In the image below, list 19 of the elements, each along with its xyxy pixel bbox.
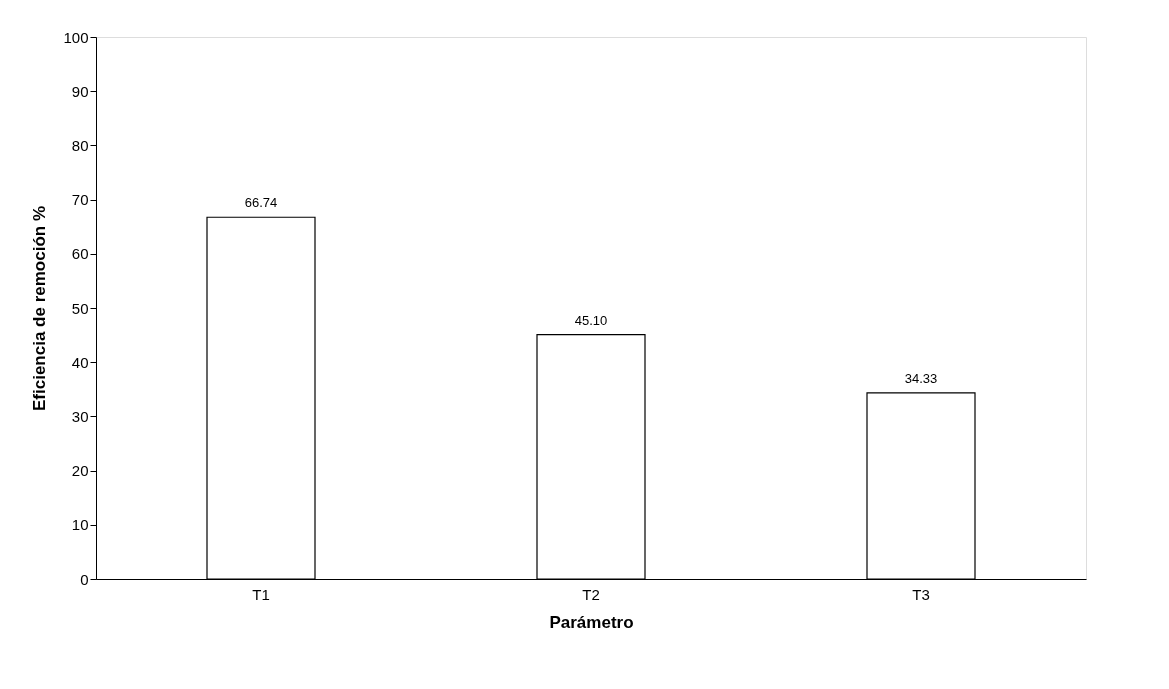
y-tick-label: 60 <box>71 245 89 263</box>
y-tick-label: 10 <box>71 516 89 534</box>
y-tick-label: 100 <box>63 28 89 46</box>
y-tick-label: 90 <box>71 82 89 100</box>
y-tick-label: 80 <box>71 136 89 154</box>
x-tick-label: T2 <box>582 585 600 603</box>
x-tick-label: T3 <box>912 585 930 603</box>
x-tick-label: T1 <box>252 585 270 603</box>
y-tick-label: 70 <box>71 191 89 209</box>
x-axis-title: Parámetro <box>549 612 634 632</box>
y-axis-title: Eficiencia de remoción % <box>30 205 50 412</box>
data-label: 45.10 <box>574 312 608 328</box>
y-tick-label: 30 <box>71 407 89 425</box>
y-tick-label: 20 <box>71 462 89 480</box>
y-tick-label: 50 <box>71 299 89 317</box>
y-tick-label: 0 <box>80 570 89 588</box>
data-label: 66.74 <box>244 195 278 211</box>
y-tick-label: 40 <box>71 353 89 371</box>
data-label: 34.33 <box>904 370 938 386</box>
